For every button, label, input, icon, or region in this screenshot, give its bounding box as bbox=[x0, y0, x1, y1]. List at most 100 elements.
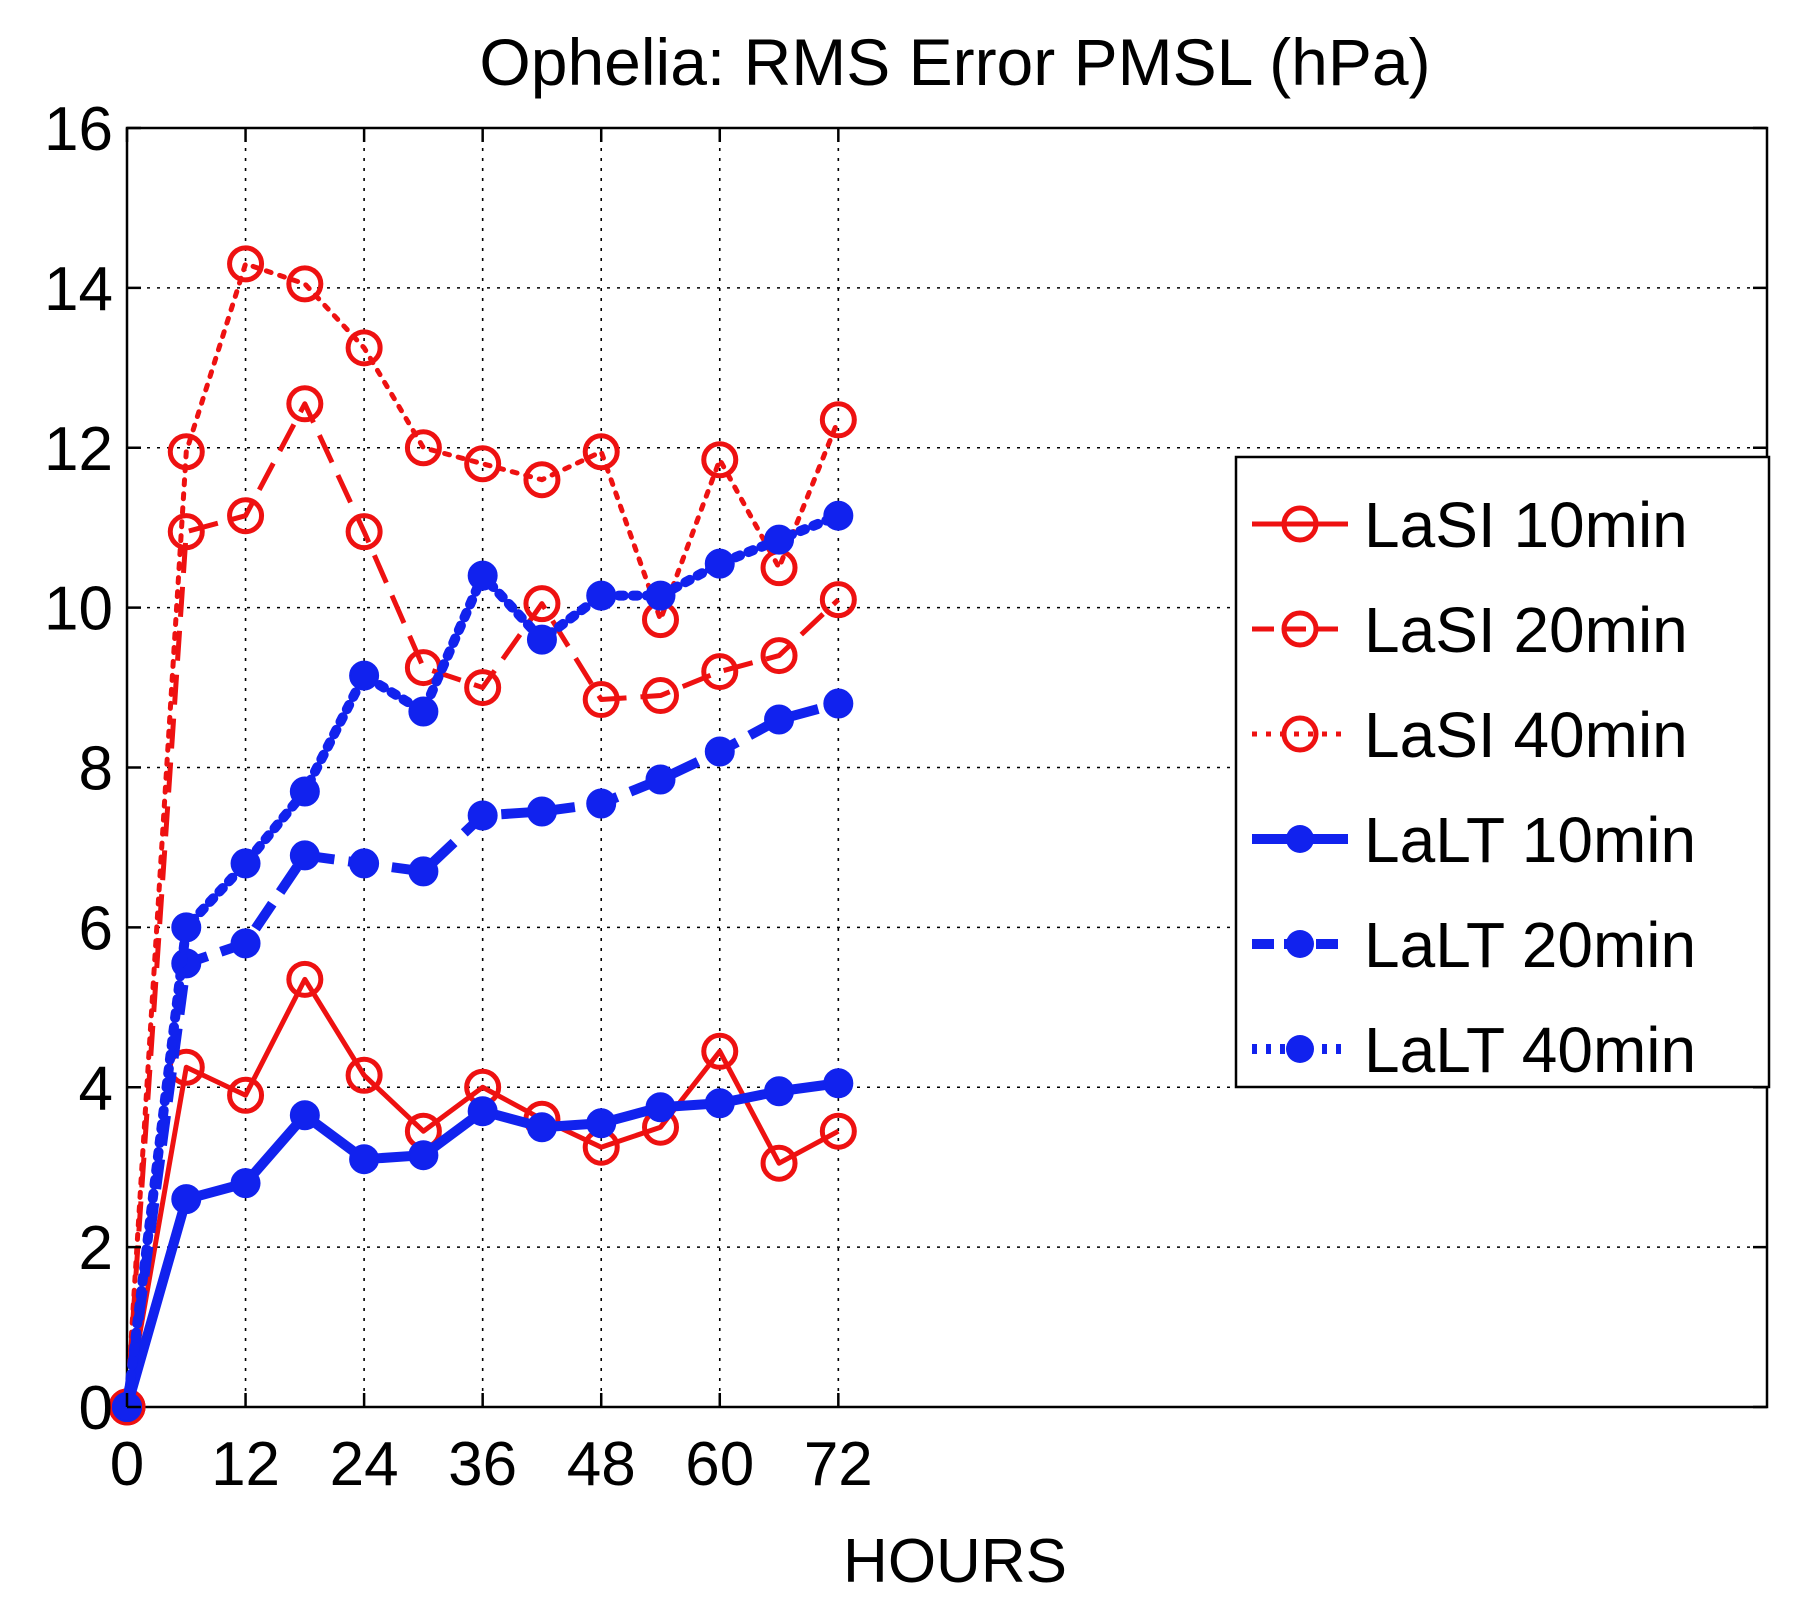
series-line bbox=[124, 261, 841, 1410]
data-point bbox=[171, 912, 202, 943]
data-point bbox=[227, 497, 265, 535]
data-point bbox=[764, 524, 795, 555]
data-point bbox=[823, 500, 854, 531]
data-point bbox=[704, 736, 735, 767]
series-lalt-40min bbox=[112, 500, 854, 1422]
data-point bbox=[464, 669, 502, 707]
legend-marker bbox=[1281, 610, 1319, 648]
data-point bbox=[764, 704, 795, 735]
legend: LaSI 10min LaSI 20min LaSI 40min LaLT 10min… bbox=[1234, 455, 1771, 1089]
data-point bbox=[760, 549, 798, 587]
data-point bbox=[286, 960, 324, 998]
data-point bbox=[464, 445, 502, 483]
data-point bbox=[345, 329, 383, 367]
data-point bbox=[819, 581, 857, 619]
legend-label: LaLT 40min bbox=[1364, 1014, 1696, 1086]
legend-marker bbox=[1286, 930, 1314, 958]
y-tick-label: 6 bbox=[79, 894, 113, 963]
data-point bbox=[404, 429, 442, 467]
chart-title: Ophelia: RMS Error PMSL (hPa) bbox=[479, 25, 1430, 99]
series-lalt-10min bbox=[112, 1068, 854, 1422]
data-point bbox=[171, 1184, 202, 1215]
data-point bbox=[823, 688, 854, 719]
data-point bbox=[345, 1056, 383, 1094]
data-point bbox=[408, 696, 439, 727]
legend-item: LaLT 40min bbox=[1252, 1014, 1696, 1086]
data-point bbox=[586, 788, 617, 819]
legend-label: LaLT 10min bbox=[1364, 804, 1696, 876]
data-point bbox=[586, 580, 617, 611]
data-point bbox=[345, 513, 383, 551]
data-point bbox=[760, 637, 798, 675]
x-tick-label: 72 bbox=[804, 1430, 873, 1499]
y-tick-label: 4 bbox=[79, 1054, 113, 1123]
data-point bbox=[230, 848, 261, 879]
data-point bbox=[167, 513, 205, 551]
legend-box bbox=[1234, 455, 1771, 1089]
x-tick-label: 0 bbox=[110, 1430, 144, 1499]
data-point bbox=[286, 385, 324, 423]
data-point bbox=[289, 776, 320, 807]
data-point bbox=[645, 580, 676, 611]
data-point bbox=[701, 441, 739, 479]
data-point bbox=[227, 245, 265, 283]
legend-label: LaLT 20min bbox=[1364, 909, 1696, 981]
data-point bbox=[349, 660, 380, 691]
data-point bbox=[526, 796, 557, 827]
legend-item: LaLT 10min bbox=[1252, 804, 1696, 876]
x-tick-label: 60 bbox=[685, 1430, 754, 1499]
y-tick-label: 2 bbox=[79, 1214, 113, 1283]
data-point bbox=[701, 1032, 739, 1070]
data-point bbox=[408, 856, 439, 887]
data-point bbox=[523, 585, 561, 623]
data-point bbox=[349, 848, 380, 879]
data-point bbox=[641, 677, 679, 715]
grid-layer bbox=[127, 128, 1767, 1407]
data-point bbox=[645, 764, 676, 795]
y-tick-label: 14 bbox=[44, 255, 113, 324]
data-point bbox=[349, 1144, 380, 1175]
legend-item: LaLT 20min bbox=[1252, 909, 1696, 981]
data-point bbox=[526, 1112, 557, 1143]
y-tick-label: 16 bbox=[44, 95, 113, 164]
data-point bbox=[704, 1088, 735, 1119]
legend-marker bbox=[1286, 825, 1314, 853]
series-lasi-20min bbox=[108, 385, 857, 1426]
legend-label: LaSI 10min bbox=[1364, 489, 1688, 561]
data-point bbox=[701, 653, 739, 691]
data-point bbox=[289, 1100, 320, 1131]
legend-item: LaSI 10min bbox=[1252, 489, 1688, 561]
data-point bbox=[582, 433, 620, 471]
data-point bbox=[467, 800, 498, 831]
data-point bbox=[467, 1096, 498, 1127]
data-point bbox=[764, 1076, 795, 1107]
data-point bbox=[523, 461, 561, 499]
data-point bbox=[230, 1168, 261, 1199]
legend-label: LaSI 20min bbox=[1364, 594, 1688, 666]
data-point bbox=[167, 433, 205, 471]
data-point bbox=[823, 1068, 854, 1099]
data-point bbox=[408, 1140, 439, 1171]
y-tick-label: 8 bbox=[79, 735, 113, 804]
data-point bbox=[289, 840, 320, 871]
data-point bbox=[704, 548, 735, 579]
x-tick-label: 36 bbox=[448, 1430, 517, 1499]
legend-marker bbox=[1286, 1035, 1314, 1063]
data-point bbox=[586, 1108, 617, 1139]
legend-marker bbox=[1281, 715, 1319, 753]
data-point bbox=[819, 401, 857, 439]
data-point bbox=[819, 1112, 857, 1150]
y-tick-label: 12 bbox=[44, 415, 113, 484]
data-point bbox=[526, 624, 557, 655]
data-point bbox=[760, 1144, 798, 1182]
legend-item: LaSI 40min bbox=[1252, 699, 1688, 771]
y-tick-label: 0 bbox=[79, 1374, 113, 1443]
legend-label: LaSI 40min bbox=[1364, 699, 1688, 771]
series-line bbox=[124, 976, 840, 1408]
legend-marker bbox=[1281, 505, 1319, 543]
x-axis-label: HOURS bbox=[843, 1527, 1067, 1596]
data-point bbox=[582, 681, 620, 719]
data-point bbox=[230, 928, 261, 959]
data-point bbox=[286, 265, 324, 303]
